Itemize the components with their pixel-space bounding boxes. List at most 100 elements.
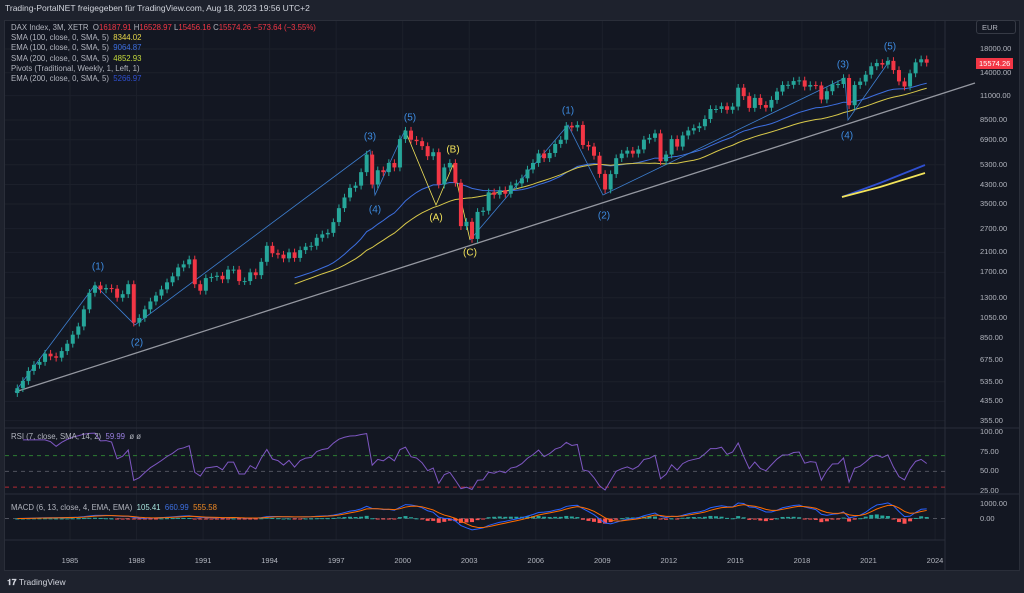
macd-histogram-bar [48, 518, 53, 520]
candle-body [625, 150, 630, 154]
wave-label: (2) [597, 210, 611, 222]
candle-body [92, 285, 97, 293]
price-tick: 2100.00 [980, 247, 1008, 257]
wave-label: (1) [91, 261, 105, 273]
macd-histogram-bar [231, 518, 236, 520]
macd-histogram-bar [453, 518, 458, 522]
candle-body [353, 185, 358, 188]
macd-histogram-bar [198, 518, 203, 520]
candle-body [603, 173, 608, 190]
candle-body [708, 108, 713, 120]
candle-body [752, 97, 757, 108]
macd-histogram-bar [203, 518, 208, 520]
indicator-ema200[interactable]: EMA (200, close, 0, SMA, 5) 5266.97 [11, 74, 316, 84]
candle-body [76, 326, 81, 335]
macd-histogram-bar [863, 516, 868, 519]
year-tick: 2015 [727, 556, 744, 565]
ema-line [294, 82, 927, 279]
macd-histogram-bar [176, 517, 181, 519]
year-tick: 1997 [327, 556, 345, 565]
macd-histogram-bar [758, 518, 763, 521]
candle-body [170, 276, 175, 283]
indicator-pivots[interactable]: Pivots (Traditional, Weekly, 1, Left, 1) [11, 64, 316, 74]
candle-body [885, 60, 890, 65]
macd-histogram-bar [869, 514, 874, 519]
candle-body [475, 211, 480, 239]
macd-histogram-bar [580, 518, 585, 520]
high-label: H [133, 23, 140, 32]
candle-body [359, 172, 364, 186]
macd-histogram-bar [259, 518, 264, 520]
price-tick: 435.00 [980, 396, 1003, 406]
macd-histogram-bar [486, 517, 491, 519]
macd-histogram-bar [813, 518, 818, 520]
indicator-sma200[interactable]: SMA (200, close, 0, SMA, 5) 4852.93 [11, 54, 316, 64]
year-tick: 2021 [860, 556, 877, 565]
macd-histogram-bar [59, 518, 64, 520]
rsi-legend[interactable]: RSI (7, close, SMA, 14, 2) 59.99 ø ø [11, 432, 141, 441]
price-tick: 8500.00 [980, 115, 1008, 125]
currency-button[interactable]: EUR [976, 20, 1016, 34]
macd-histogram-bar [331, 517, 336, 519]
candle-body [381, 170, 386, 173]
macd-histogram-bar [436, 518, 441, 523]
macd-histogram-bar [503, 516, 508, 519]
candle-body [902, 81, 907, 87]
candle-body [248, 272, 253, 282]
candle-body [542, 153, 547, 159]
macd-histogram-bar [603, 518, 608, 524]
macd-histogram-bar [464, 518, 469, 523]
wave-label: (2) [130, 337, 144, 349]
wave-line [14, 129, 406, 393]
candle-body [680, 135, 685, 147]
candle-body [880, 62, 885, 65]
rsi-value: 59.99 [105, 432, 125, 441]
legend: DAX Index, 3M, XETR O16187.91 H16528.97 … [11, 23, 316, 84]
symbol-legend[interactable]: DAX Index, 3M, XETR O16187.91 H16528.97 … [11, 23, 316, 33]
candle-body [531, 162, 536, 170]
macd-legend[interactable]: MACD (6, 13, close, 4, EMA, EMA) 105.41 … [11, 503, 217, 512]
indicator-name: EMA (200, close, 0, SMA, 5) [11, 74, 109, 84]
macd-histogram-bar [414, 518, 419, 520]
candle-body [841, 78, 846, 85]
candle-body [592, 146, 597, 156]
indicator-ema100[interactable]: EMA (100, close, 0, SMA, 5) 9064.87 [11, 43, 316, 53]
candle-body [281, 254, 286, 259]
candle-body [813, 85, 818, 87]
macd-histogram-bar [763, 518, 768, 522]
indicator-sma100[interactable]: SMA (100, close, 0, SMA, 5) 8344.02 [11, 33, 316, 43]
macd-histogram-bar [242, 518, 247, 520]
candle-body [65, 343, 70, 352]
macd-histogram-bar [275, 518, 280, 520]
candle-body [486, 192, 491, 211]
macd-histogram-bar [153, 518, 158, 520]
candle-body [736, 87, 741, 107]
candle-body [819, 85, 824, 100]
price-tick: 850.00 [980, 332, 1003, 342]
year-tick: 2024 [926, 556, 944, 565]
macd-histogram-bar [87, 517, 92, 519]
candle-body [741, 87, 746, 97]
candle-body [908, 73, 913, 87]
macd-histogram-bar [292, 518, 297, 520]
macd-histogram-bar [187, 517, 192, 519]
macd-histogram-bar [536, 515, 541, 519]
candle-body [165, 282, 170, 290]
candle-body [15, 388, 20, 394]
rsi-name: RSI (7, close, SMA, 14, 2) [11, 432, 102, 441]
high-value: 16528.97 [139, 23, 172, 32]
macd-histogram-bar [791, 516, 796, 519]
candle-body [874, 62, 879, 67]
macd-histogram-bar [802, 518, 807, 520]
tradingview-logo[interactable]: 𝟏𝟕 TradingView [7, 577, 66, 588]
candle-body [137, 317, 142, 323]
open-value: 16187.91 [98, 23, 132, 32]
macd-histogram-bar [719, 516, 724, 519]
candle-body [375, 170, 380, 185]
candle-body [658, 133, 663, 162]
macd-histogram-bar [885, 515, 890, 519]
macd-histogram-bar [741, 517, 746, 519]
candle-body [153, 295, 158, 302]
price-tick: 1300.00 [980, 292, 1008, 302]
